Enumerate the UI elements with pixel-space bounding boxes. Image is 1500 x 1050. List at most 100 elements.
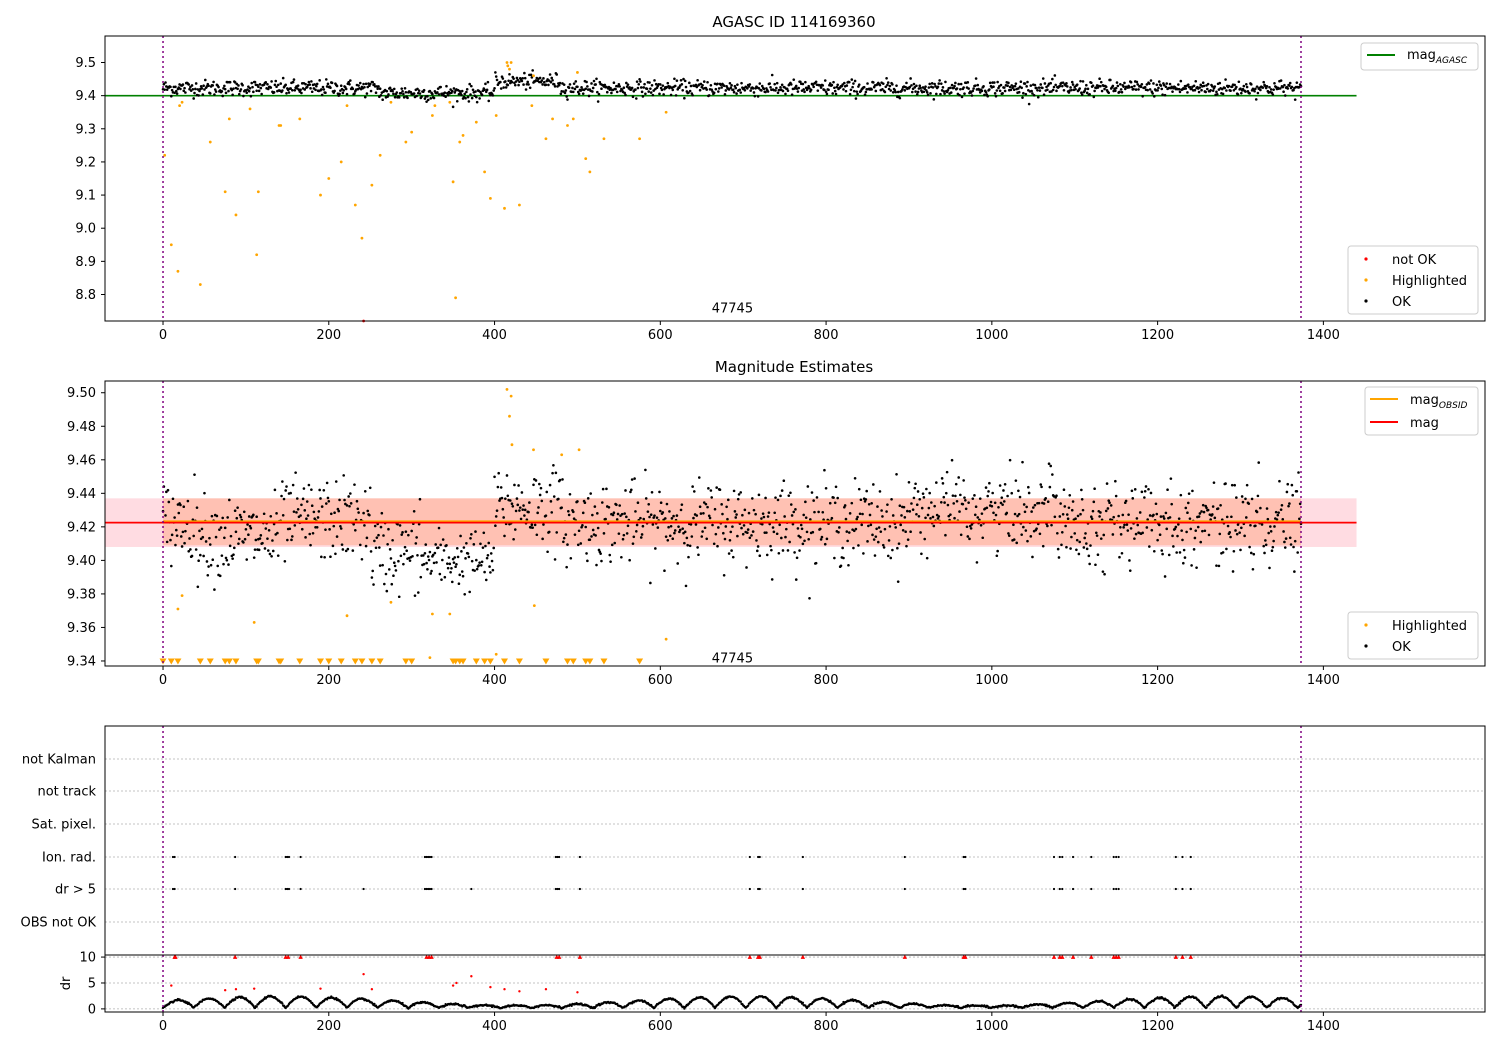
dr-ok-point <box>570 1004 573 1008</box>
ok-point <box>762 515 766 519</box>
ok-point <box>750 534 753 537</box>
ok-point <box>919 531 922 534</box>
ok-point <box>1024 529 1028 532</box>
ok-point <box>197 94 200 97</box>
ok-point <box>572 82 576 85</box>
ok-point <box>374 546 378 550</box>
ok-point <box>1119 88 1123 91</box>
ok-point <box>576 543 580 547</box>
ok-point <box>544 83 548 87</box>
ok-point <box>320 93 324 97</box>
ok-point <box>1123 87 1127 91</box>
ok-point <box>1080 93 1084 97</box>
highlighted-point <box>551 117 554 121</box>
dr-capped-marker <box>1070 954 1076 959</box>
ok-point <box>1076 514 1080 518</box>
ok-point <box>1197 90 1201 94</box>
ok-point <box>1164 85 1168 89</box>
ok-point <box>1025 85 1028 88</box>
ok-point <box>480 560 484 564</box>
ok-point <box>317 510 321 513</box>
ok-point <box>365 92 369 95</box>
ok-point <box>1143 85 1147 89</box>
ok-point <box>1296 551 1299 554</box>
ok-point <box>309 87 312 90</box>
ok-point <box>233 81 237 84</box>
x-tick-label: 200 <box>316 1019 341 1034</box>
ok-point <box>254 538 258 542</box>
ok-point <box>242 541 245 544</box>
ok-point <box>489 571 492 574</box>
ok-point <box>540 499 544 503</box>
ok-point <box>590 535 593 538</box>
ok-point <box>950 83 954 87</box>
ok-point <box>192 97 195 100</box>
ok-point <box>843 81 846 85</box>
ok-point <box>1254 87 1257 91</box>
ok-point <box>387 568 391 571</box>
ok-point <box>755 549 759 553</box>
ok-point <box>905 544 908 548</box>
ok-point <box>1094 563 1097 567</box>
ok-point <box>257 85 260 89</box>
ok-point <box>717 87 721 90</box>
y-tick-label: 9.42 <box>67 520 96 535</box>
ok-point <box>1174 525 1178 529</box>
ok-point <box>635 523 639 527</box>
ok-point <box>376 87 379 90</box>
ok-point <box>984 486 988 489</box>
dr-not-ok-point <box>319 987 322 990</box>
ok-point <box>528 501 531 504</box>
ok-point <box>356 507 360 511</box>
ok-point <box>856 92 859 96</box>
ok-point <box>1274 510 1278 514</box>
ok-point <box>349 502 353 505</box>
ok-point <box>727 88 731 91</box>
ok-point <box>291 80 295 84</box>
ok-point <box>962 479 965 482</box>
ok-point <box>529 73 533 77</box>
ok-point <box>664 535 668 538</box>
ok-point <box>368 513 371 517</box>
ok-point <box>876 505 879 508</box>
ok-point <box>740 526 743 530</box>
ok-point <box>805 530 809 534</box>
ok-point <box>670 517 674 520</box>
ok-point <box>625 515 628 519</box>
ion-rad-flag <box>578 855 582 859</box>
ok-point <box>1055 494 1058 498</box>
ok-point <box>615 90 619 94</box>
ok-point <box>448 562 452 566</box>
ok-point <box>782 479 786 483</box>
ok-point <box>993 501 997 505</box>
ok-point <box>208 536 211 540</box>
ok-point <box>649 581 652 585</box>
ok-point <box>1243 534 1246 538</box>
ok-point <box>218 574 222 578</box>
ok-point <box>602 532 606 535</box>
ok-point <box>996 80 999 84</box>
ok-point <box>201 535 205 539</box>
ok-point <box>521 508 525 511</box>
dr-gt-5-flag <box>173 887 176 891</box>
ok-point <box>775 532 779 536</box>
ok-point <box>1065 82 1068 85</box>
ion-rad-flag <box>558 855 561 859</box>
ok-point <box>591 90 594 93</box>
ok-point <box>477 564 481 567</box>
ok-point <box>227 563 230 566</box>
ok-point <box>506 83 510 87</box>
ok-point <box>639 536 643 539</box>
dr-gt-5-flag <box>470 887 473 891</box>
ok-point <box>926 93 930 97</box>
ok-point <box>239 88 243 91</box>
ok-point <box>1054 83 1057 87</box>
ok-point <box>324 91 327 95</box>
ok-point <box>346 547 350 551</box>
ok-point <box>966 81 970 84</box>
ok-point <box>1051 473 1054 476</box>
ok-point <box>1138 511 1142 514</box>
ok-point <box>471 88 475 92</box>
ok-point <box>541 83 544 86</box>
